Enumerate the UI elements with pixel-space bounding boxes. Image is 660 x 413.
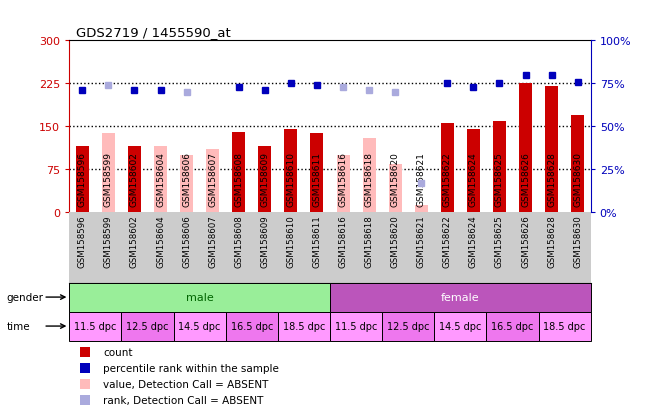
Text: GSM158630: GSM158630 [573,215,582,268]
Bar [206,150,219,213]
Text: GSM158621: GSM158621 [416,215,426,268]
Text: 11.5 dpc: 11.5 dpc [335,321,378,331]
Bar [180,156,193,213]
Text: GSM158606: GSM158606 [182,215,191,268]
Text: 12.5 dpc: 12.5 dpc [126,321,169,331]
Bar [571,116,584,213]
Text: GSM158625: GSM158625 [495,215,504,268]
Text: 12.5 dpc: 12.5 dpc [387,321,430,331]
Text: GSM158604: GSM158604 [156,215,165,268]
Bar [69,283,330,312]
Bar [258,147,271,213]
Bar [539,312,591,341]
Bar [278,312,330,341]
Bar [486,312,539,341]
Bar [76,147,89,213]
Bar [362,138,376,213]
Bar [69,312,121,341]
Bar [226,312,278,341]
Text: 11.5 dpc: 11.5 dpc [74,321,117,331]
Text: 18.5 dpc: 18.5 dpc [282,321,325,331]
Text: GSM158608: GSM158608 [234,215,244,268]
Text: 18.5 dpc: 18.5 dpc [543,321,586,331]
Text: GSM158609: GSM158609 [260,215,269,267]
Bar [310,134,323,213]
Bar [414,205,428,213]
Bar [467,130,480,213]
Bar [493,121,506,213]
Text: GSM158602: GSM158602 [130,215,139,268]
Text: GDS2719 / 1455590_at: GDS2719 / 1455590_at [76,26,230,39]
Bar [434,312,486,341]
Bar [337,156,350,213]
Text: male: male [185,292,214,302]
Text: GSM158628: GSM158628 [547,215,556,268]
Text: percentile rank within the sample: percentile rank within the sample [103,363,279,373]
Bar [154,147,167,213]
Text: GSM158607: GSM158607 [208,215,217,268]
Text: rank, Detection Call = ABSENT: rank, Detection Call = ABSENT [103,395,263,405]
Text: GSM158618: GSM158618 [364,215,374,268]
Text: value, Detection Call = ABSENT: value, Detection Call = ABSENT [103,379,269,389]
Text: count: count [103,347,133,357]
Bar [441,124,454,213]
Text: time: time [7,321,30,331]
Text: 16.5 dpc: 16.5 dpc [230,321,273,331]
Text: GSM158599: GSM158599 [104,215,113,267]
Bar [102,134,115,213]
Bar [232,133,246,213]
Text: GSM158622: GSM158622 [443,215,452,268]
Bar [174,312,226,341]
Bar [545,87,558,213]
Bar [389,164,402,213]
Text: 14.5 dpc: 14.5 dpc [439,321,482,331]
Text: 16.5 dpc: 16.5 dpc [491,321,534,331]
Bar [330,283,591,312]
Bar [382,312,434,341]
Bar [284,130,298,213]
Bar [330,312,382,341]
Bar [121,312,174,341]
Text: 14.5 dpc: 14.5 dpc [178,321,221,331]
Text: female: female [441,292,480,302]
Bar [519,84,532,213]
Text: GSM158626: GSM158626 [521,215,530,268]
Text: GSM158610: GSM158610 [286,215,296,268]
Text: GSM158616: GSM158616 [339,215,348,268]
Text: GSM158596: GSM158596 [78,215,87,267]
Bar [128,147,141,213]
Text: gender: gender [7,292,44,302]
Text: GSM158611: GSM158611 [312,215,321,268]
Text: GSM158624: GSM158624 [469,215,478,268]
Text: GSM158620: GSM158620 [391,215,400,268]
